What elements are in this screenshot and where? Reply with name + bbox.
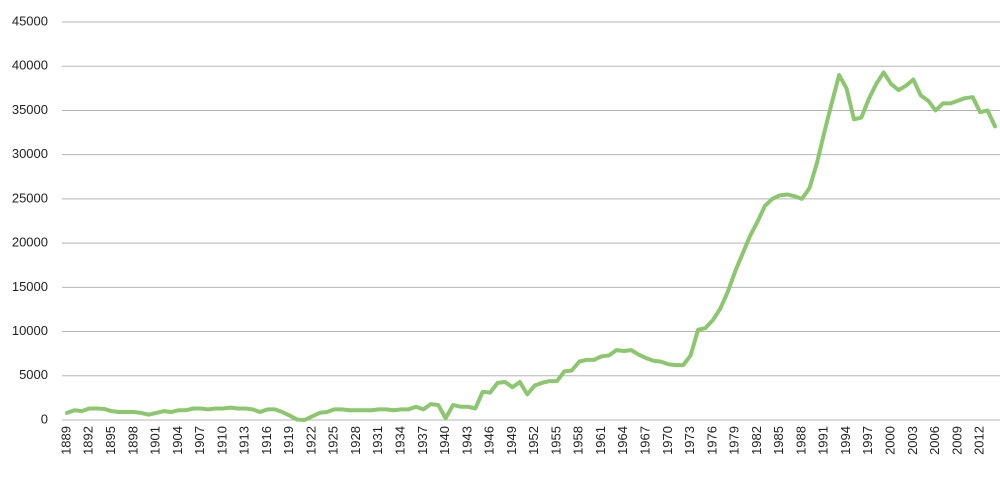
- y-tick-label: 15000: [12, 279, 48, 294]
- x-tick-label: 1994: [838, 426, 853, 455]
- x-tick-label: 1901: [148, 426, 163, 455]
- x-tick-label: 1898: [125, 426, 140, 455]
- x-tick-label: 1955: [548, 426, 563, 455]
- x-tick-label: 1937: [415, 426, 430, 455]
- y-tick-label: 40000: [12, 58, 48, 73]
- x-tick-label: 1922: [303, 426, 318, 455]
- y-tick-label: 45000: [12, 13, 48, 28]
- x-tick-label: 1991: [816, 426, 831, 455]
- x-tick-label: 1970: [660, 426, 675, 455]
- x-tick-label: 1928: [348, 426, 363, 455]
- x-tick-label: 1976: [704, 426, 719, 455]
- x-tick-label: 1931: [370, 426, 385, 455]
- y-tick-label: 30000: [12, 146, 48, 161]
- x-tick-label: 2009: [949, 426, 964, 455]
- x-tick-label: 1964: [615, 426, 630, 455]
- x-tick-label: 1919: [281, 426, 296, 455]
- x-tick-label: 1904: [170, 426, 185, 455]
- x-tick-label: 1952: [526, 426, 541, 455]
- x-tick-label: 1940: [437, 426, 452, 455]
- data-line: [65, 70, 997, 422]
- x-tick-label: 1973: [682, 426, 697, 455]
- x-tick-label: 2012: [972, 426, 987, 455]
- x-tick-label: 1979: [727, 426, 742, 455]
- x-tick-label: 1916: [259, 426, 274, 455]
- x-tick-label: 1946: [482, 426, 497, 455]
- x-tick-label: 1988: [793, 426, 808, 455]
- x-tick-label: 1895: [103, 426, 118, 455]
- x-tick-label: 1925: [326, 426, 341, 455]
- x-tick-label: 1961: [593, 426, 608, 455]
- x-tick-label: 2006: [927, 426, 942, 455]
- x-tick-label: 2003: [905, 426, 920, 455]
- x-tick-label: 1985: [771, 426, 786, 455]
- x-tick-label: 1949: [504, 426, 519, 455]
- x-tick-label: 1997: [860, 426, 875, 455]
- x-tick-label: 1892: [81, 426, 96, 455]
- y-tick-label: 10000: [12, 323, 48, 338]
- y-tick-label: 20000: [12, 235, 48, 250]
- x-tick-label: 1889: [58, 426, 73, 455]
- y-tick-label: 0: [41, 411, 48, 426]
- x-tick-label: 2000: [883, 426, 898, 455]
- x-tick-label: 1958: [571, 426, 586, 455]
- x-tick-label: 1934: [393, 426, 408, 455]
- x-tick-label: 1913: [237, 426, 252, 455]
- x-tick-label: 1907: [192, 426, 207, 455]
- x-tick-label: 1982: [749, 426, 764, 455]
- y-tick-label: 35000: [12, 102, 48, 117]
- y-tick-label: 25000: [12, 190, 48, 205]
- x-tick-label: 1967: [638, 426, 653, 455]
- x-tick-label: 1943: [459, 426, 474, 455]
- x-tick-label: 1910: [214, 426, 229, 455]
- y-tick-label: 5000: [19, 367, 48, 382]
